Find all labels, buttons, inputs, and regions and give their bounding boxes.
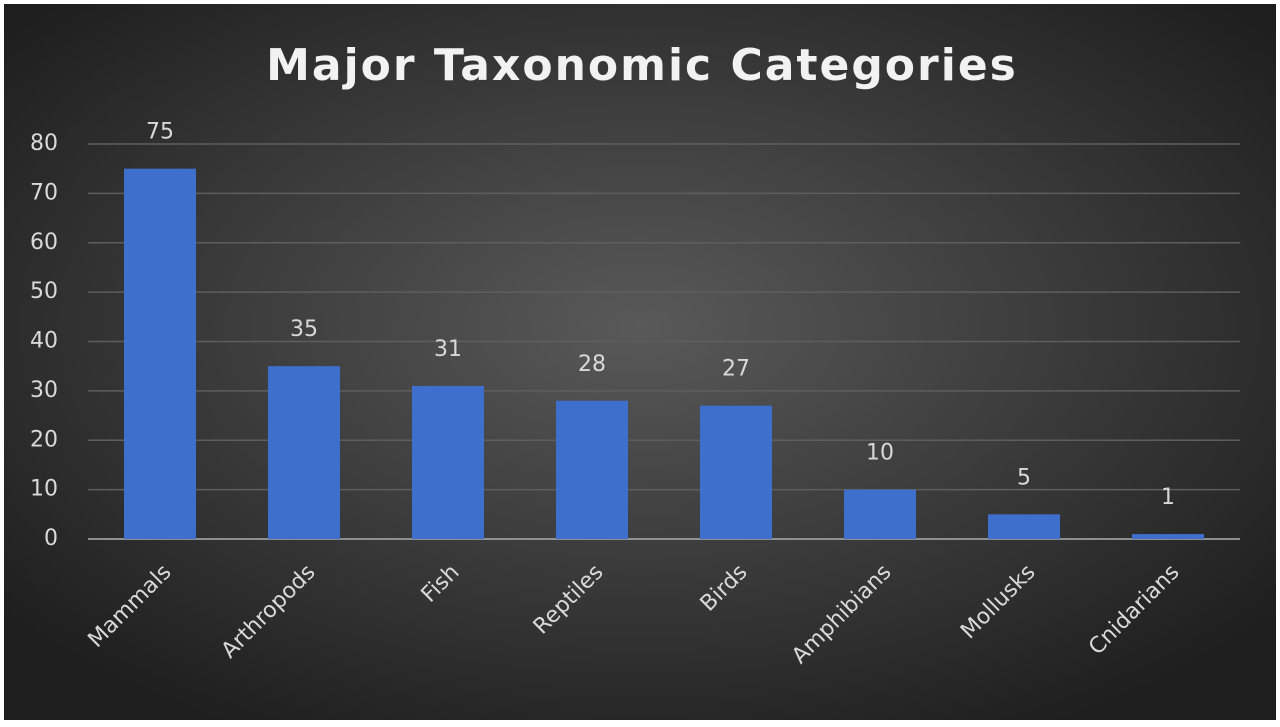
y-tick-label: 80 [30, 131, 58, 156]
y-tick-label: 60 [30, 230, 58, 255]
data-label: 10 [866, 441, 894, 466]
chart-background [4, 4, 1276, 720]
data-label: 1 [1161, 485, 1175, 510]
y-tick-label: 10 [30, 477, 58, 502]
data-label: 28 [578, 352, 606, 377]
bar [988, 514, 1060, 539]
y-tick-label: 20 [30, 427, 58, 452]
data-label: 31 [434, 337, 462, 362]
bar [412, 385, 484, 539]
y-tick-label: 30 [30, 378, 58, 403]
data-label: 35 [290, 317, 318, 342]
data-label: 75 [146, 120, 174, 145]
y-tick-label: 0 [44, 526, 58, 551]
bar [700, 405, 772, 539]
data-label: 5 [1017, 465, 1031, 490]
bar [844, 489, 916, 539]
y-tick-label: 50 [30, 279, 58, 304]
y-tick-label: 40 [30, 329, 58, 354]
chart-title: Major Taxonomic Categories [266, 40, 1018, 91]
bar [268, 366, 340, 539]
bar [556, 400, 628, 539]
data-label: 27 [722, 357, 750, 382]
bar [124, 168, 196, 539]
bar [1132, 534, 1204, 539]
y-tick-label: 70 [30, 180, 58, 205]
